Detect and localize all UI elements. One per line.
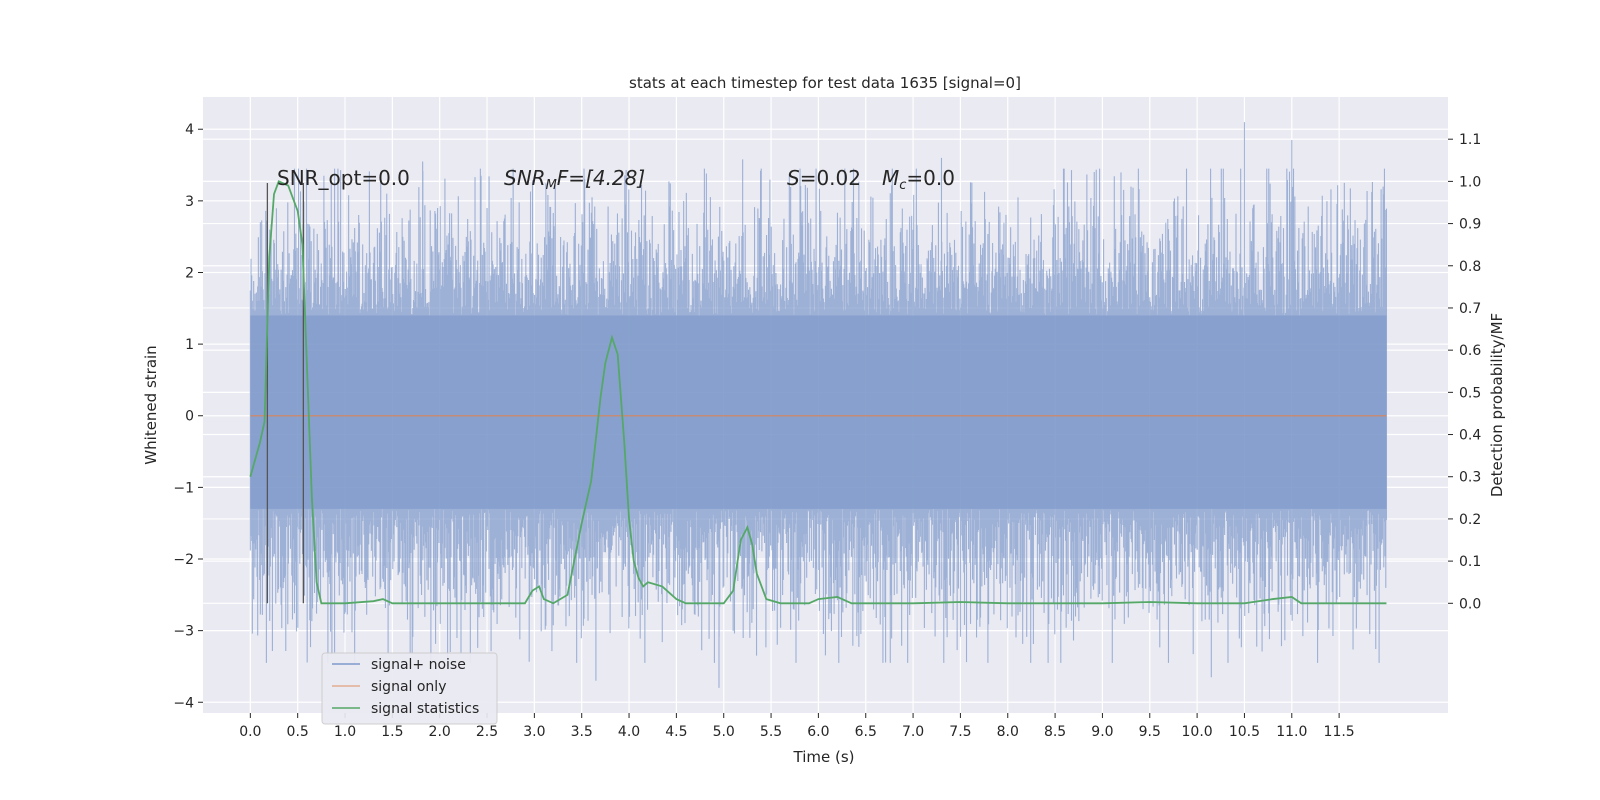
signal-noise-series [249, 122, 1388, 688]
x-tick-label: 1.5 [381, 724, 403, 740]
annotation-mc-symbol: M [882, 166, 899, 190]
x-tick-label: 10.0 [1182, 724, 1213, 740]
x-tick-label: 2.5 [476, 724, 498, 740]
annotation-mc: Mc=0.0 [882, 166, 955, 193]
signal-statistics-series [249, 180, 1387, 605]
x-tick-label: 4.0 [618, 724, 640, 740]
y2-tick-label: 1.1 [1459, 132, 1481, 148]
y-tick-label: 2 [185, 265, 194, 281]
annotation-snr-mf: SNRMF=[4.28] [504, 166, 645, 193]
x-tick-label: 7.0 [902, 724, 924, 740]
x-tick-label: 8.0 [997, 724, 1019, 740]
annotation-s: S=0.02 [787, 166, 861, 190]
x-tick-label: 3.0 [523, 724, 545, 740]
signal-noise-band [250, 315, 1387, 509]
x-tick-label: 8.5 [1044, 724, 1066, 740]
y2-tick-label: 0.5 [1459, 385, 1481, 401]
legend-label-signal-statistics: signal statistics [371, 701, 479, 717]
annotation-mc-subscript: c [899, 178, 906, 193]
x-tick-label: 11.0 [1276, 724, 1307, 740]
chart-title: stats at each timestep for test data 163… [629, 74, 1021, 92]
y-tick-label: −2 [173, 552, 194, 568]
x-axis-label: Time (s) [793, 748, 855, 766]
y-tick-label: 1 [185, 337, 194, 353]
x-tick-label: 1.0 [334, 724, 356, 740]
x-tick-label: 6.5 [855, 724, 877, 740]
y-tick-label: 3 [185, 194, 194, 210]
x-tick-label: 5.5 [760, 724, 782, 740]
x-tick-label: 4.5 [665, 724, 687, 740]
annotation-snr-mf-symbol: SNR [504, 166, 546, 190]
legend-box [321, 652, 498, 725]
annotation-s-symbol: S [787, 166, 800, 190]
y-axis-label: Whitened strain [142, 345, 160, 464]
y-tick-label: 4 [185, 122, 194, 138]
y2-axis-label: Detection probability/MF [1488, 313, 1506, 497]
y-tick-label: −3 [173, 624, 194, 640]
x-tick-label: 5.0 [713, 724, 735, 740]
annotation-s-value: =0.02 [800, 166, 861, 190]
legend-label-signal-noise: signal+ noise [371, 657, 466, 673]
y2-tick-label: 0.3 [1459, 470, 1481, 486]
y2-tick-label: 0.0 [1459, 596, 1481, 612]
y2-tick-label: 0.1 [1459, 554, 1481, 570]
annotation-mc-value: =0.0 [906, 166, 955, 190]
y-tick-label: −4 [173, 695, 194, 711]
x-tick-label: 0.0 [239, 724, 261, 740]
x-tick-label: 9.0 [1091, 724, 1113, 740]
annotation-snr-mf-value: F=[4.28] [557, 166, 645, 190]
x-tick-label: 2.0 [429, 724, 451, 740]
y2-tick-label: 0.8 [1459, 259, 1481, 275]
annotation-snr-opt: SNR_opt=0.0 [277, 166, 410, 190]
legend: signal+ noise signal only signal statist… [321, 652, 498, 725]
signal-statistics-line [249, 180, 1387, 605]
legend-label-signal-only: signal only [371, 679, 446, 695]
x-tick-label: 0.5 [287, 724, 309, 740]
y2-tick-label: 0.6 [1459, 343, 1481, 359]
x-tick-label: 6.0 [807, 724, 829, 740]
y2-tick-label: 1.0 [1459, 174, 1481, 190]
y2-tick-label: 0.4 [1459, 428, 1481, 444]
axes: 0.0 0.5 1.0 1.5 2.0 2.5 3.0 3.5 4.0 4.5 5.0 5.5 6.0 6… [173, 122, 1481, 740]
y-tick-label: −1 [173, 480, 194, 496]
y2-tick-label: 0.7 [1459, 301, 1481, 317]
x-tick-label: 11.5 [1324, 724, 1355, 740]
y-tick-label: 0 [185, 409, 194, 425]
x-tick-label: 9.5 [1139, 724, 1161, 740]
y2-tick-label: 0.9 [1459, 217, 1481, 233]
annotation-snr-mf-subscript: M [546, 178, 557, 193]
x-tick-label: 3.5 [571, 724, 593, 740]
x-tick-label: 7.5 [949, 724, 971, 740]
y2-tick-label: 0.2 [1459, 512, 1481, 528]
x-tick-label: 10.5 [1229, 724, 1260, 740]
